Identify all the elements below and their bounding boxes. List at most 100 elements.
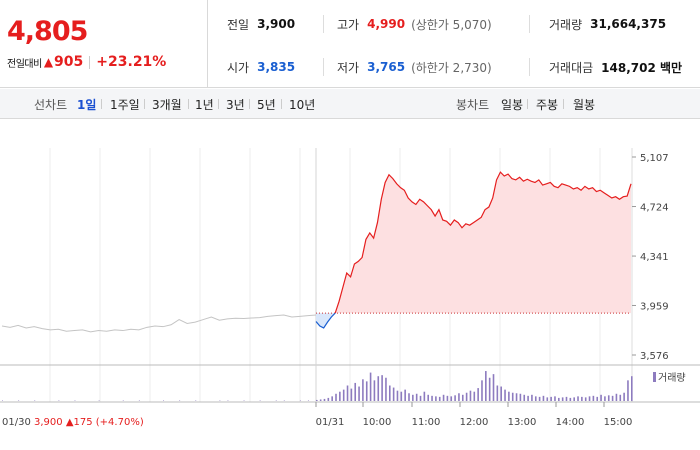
volume-bar: [2, 400, 3, 401]
quote-stats: 전일 3,900 고가 4,990 (상한가 5,070) 거래량 31,664…: [209, 0, 700, 88]
price-change: 전일대비 ▲ 905 +23.21%: [7, 54, 166, 70]
divider: [188, 99, 189, 109]
tab-10y[interactable]: 10년: [289, 98, 316, 112]
volume-bar: [18, 400, 20, 401]
divider: [529, 58, 530, 76]
stat-value: 31,664,375: [590, 17, 667, 31]
lower-limit: (하한가 2,730): [411, 60, 492, 75]
volume-bar: [492, 374, 495, 401]
x-tick-label: 01/31: [316, 417, 345, 428]
prev-day-summary: 01/30 3,900 ▲175 (+4.70%): [2, 417, 144, 428]
quote-header: 4,805 전일대비 ▲ 905 +23.21% 전일 3,900 고가 4,9…: [0, 0, 700, 88]
change-amount: 905: [54, 54, 84, 70]
stat-high: 고가 4,990 (상한가 5,070): [337, 14, 492, 34]
volume-bar: [392, 387, 395, 401]
stat-low: 저가 3,765 (하한가 2,730): [337, 57, 492, 77]
volume-bar: [243, 400, 245, 401]
volume-bar: [461, 394, 464, 401]
volume-bar: [227, 400, 229, 401]
volume-bar: [542, 395, 545, 401]
upper-limit: (상한가 5,070): [411, 17, 492, 32]
volume-bar: [581, 396, 583, 401]
volume-bar: [408, 393, 410, 401]
volume-bar: [442, 394, 445, 401]
divider: [563, 99, 564, 109]
y-tick-label: 3,959: [640, 301, 669, 312]
today-price-line-up: [334, 171, 632, 314]
prev-day-date: 01/30: [2, 417, 31, 428]
volume-bar: [584, 397, 587, 401]
volume-bar: [500, 386, 502, 401]
volume-bar: [527, 395, 529, 401]
volume-bar: [138, 400, 140, 401]
tab-1y[interactable]: 1년: [195, 98, 214, 112]
volume-bar: [331, 396, 333, 401]
volume-bar: [546, 397, 549, 401]
candle-chart-label: 봉차트: [456, 98, 490, 112]
tab-5y[interactable]: 5년: [257, 98, 276, 112]
divider: [527, 99, 528, 109]
tab-1w[interactable]: 1주일: [110, 98, 140, 112]
divider: [101, 99, 102, 109]
volume-bar: [58, 400, 60, 401]
volume-bar: [219, 400, 221, 401]
y-axis: 5,107 4,724 4,341 3,959 3,576: [632, 153, 669, 362]
stat-label: 고가: [337, 17, 360, 32]
volume-bar: [511, 392, 514, 401]
y-tick-label: 4,724: [640, 203, 669, 214]
stat-label: 저가: [337, 60, 360, 75]
x-tick-label: 12:00: [460, 417, 489, 428]
tab-monthly-candle[interactable]: 월봉: [573, 98, 596, 112]
volume-bar: [163, 400, 165, 401]
volume-bar: [346, 385, 349, 401]
stat-label: 거래량: [549, 17, 583, 32]
change-percent: +23.21%: [96, 54, 167, 70]
volume-bar: [404, 389, 406, 401]
volume-bar: [362, 379, 364, 401]
x-tick-label: 14:00: [556, 417, 585, 428]
x-axis: 01/31 10:00 11:00 12:00 13:00 14:00 15:00: [315, 402, 633, 428]
volume-bar: [515, 393, 518, 401]
volume-bar: [554, 396, 556, 401]
volume-bar: [561, 397, 564, 401]
volume-bar: [508, 391, 510, 401]
volume-bar: [373, 380, 376, 401]
tab-3m[interactable]: 3개월: [152, 98, 182, 112]
stat-label: 시가: [227, 60, 250, 75]
volume-bar: [323, 398, 326, 401]
volume-bar: [122, 400, 124, 401]
volume-bar: [339, 391, 341, 401]
volume-bar: [534, 396, 537, 401]
volume-bar: [98, 400, 100, 401]
volume-bar: [34, 400, 36, 401]
volume-bar: [316, 399, 318, 401]
volume-bar: [600, 394, 602, 401]
volume-bar: [623, 392, 625, 401]
volume-bar: [335, 393, 337, 401]
volume-bar: [275, 400, 277, 401]
volume-bar: [388, 385, 391, 401]
volume-bar: [423, 391, 426, 401]
volume-bar: [179, 400, 181, 401]
tab-weekly-candle[interactable]: 주봉: [536, 98, 559, 112]
x-tick-label: 11:00: [412, 417, 441, 428]
volume-bar: [400, 391, 403, 401]
volume-bar: [496, 385, 499, 401]
volume-bar: [350, 388, 353, 401]
x-tick-label: 15:00: [604, 417, 633, 428]
volume-bar: [631, 376, 633, 401]
volume-bar: [381, 375, 383, 401]
tab-3y[interactable]: 3년: [226, 98, 245, 112]
volume-bar: [377, 376, 380, 401]
tab-daily-candle[interactable]: 일봉: [501, 98, 524, 112]
volume-bar: [488, 377, 491, 401]
volume-bar: [550, 396, 552, 401]
tab-1d[interactable]: 1일: [77, 98, 97, 112]
prev-day-price: 3,900: [34, 417, 66, 428]
volume-bar: [611, 395, 614, 401]
volume-bar: [604, 396, 606, 401]
prev-day-line: [1, 314, 317, 333]
divider: [323, 58, 324, 76]
divider: [218, 99, 219, 109]
period-tab-bar: 선차트 1일 1주일 3개월 1년 3년 5년 10년 봉차트 일봉 주봉 월봉: [0, 89, 700, 119]
